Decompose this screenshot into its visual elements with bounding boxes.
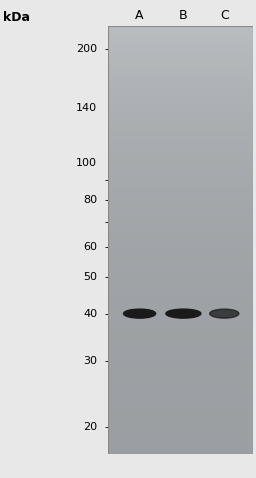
- Text: 200: 200: [76, 44, 97, 54]
- Text: 140: 140: [76, 103, 97, 113]
- Ellipse shape: [166, 309, 201, 318]
- Text: 20: 20: [83, 423, 97, 433]
- Ellipse shape: [124, 309, 156, 318]
- Bar: [108, 26, 253, 454]
- Text: 60: 60: [83, 242, 97, 252]
- Text: B: B: [179, 10, 188, 22]
- Text: 50: 50: [83, 272, 97, 282]
- Text: kDa: kDa: [3, 11, 29, 24]
- Text: 80: 80: [83, 195, 97, 205]
- Text: C: C: [220, 10, 229, 22]
- Text: 40: 40: [83, 309, 97, 318]
- Ellipse shape: [210, 309, 239, 318]
- Text: 100: 100: [76, 158, 97, 168]
- Text: 30: 30: [83, 356, 97, 366]
- Text: A: A: [135, 10, 144, 22]
